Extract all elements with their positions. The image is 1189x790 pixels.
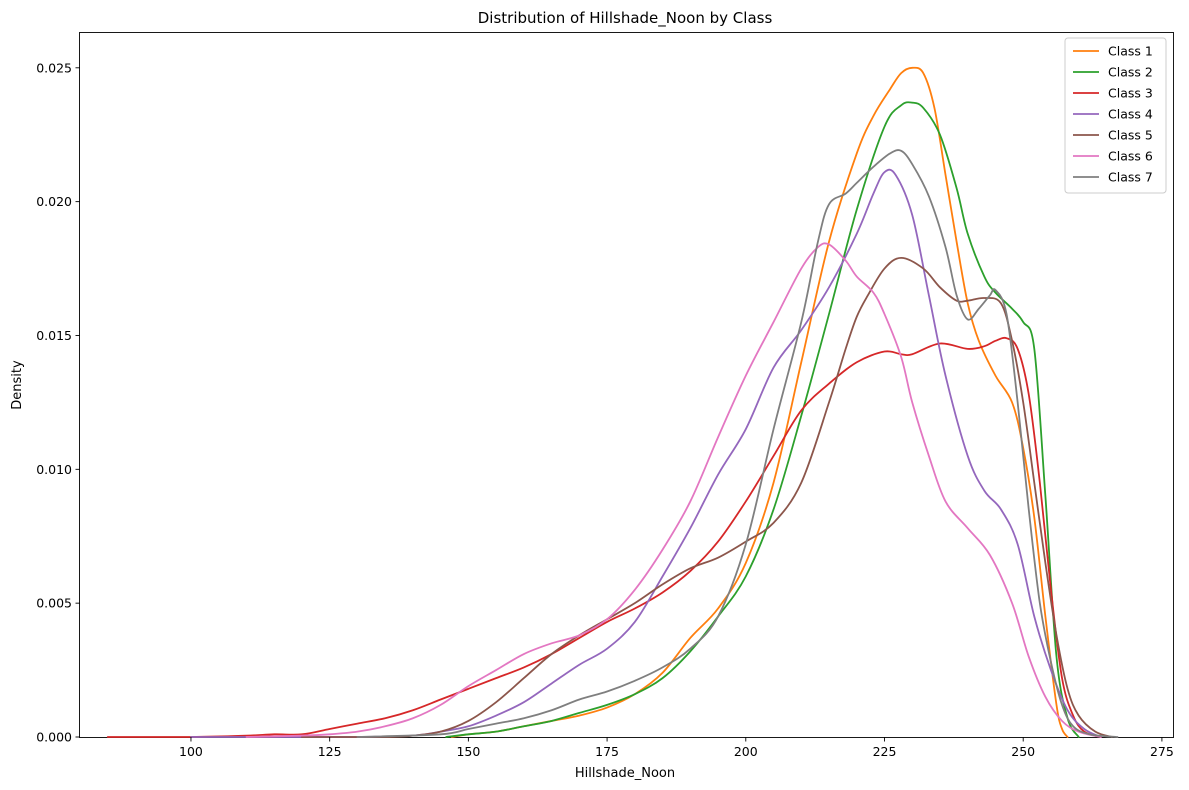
legend-label-class-5: Class 5 [1108,128,1153,143]
x-tick-label: 225 [873,744,897,759]
y-axis-label: Density [10,360,25,410]
x-tick-label: 275 [1150,744,1174,759]
series-line-class-6 [245,242,1102,738]
y-tick-label: 0.005 [36,596,72,611]
legend-label-class-1: Class 1 [1108,44,1153,59]
legend-label-class-4: Class 4 [1108,107,1153,122]
x-tick-label: 100 [179,744,203,759]
plot-frame [79,32,1174,738]
y-tick-label: 0.025 [36,60,72,75]
legend-label-class-2: Class 2 [1108,65,1153,80]
plot-area [79,32,1174,738]
y-tick-label: 0.020 [36,194,72,209]
y-tick-label: 0.015 [36,328,72,343]
x-tick-label: 150 [456,744,480,759]
y-tick-label: 0.010 [36,462,72,477]
y-axis: 0.000 0.005 0.010 0.015 0.020 0.025 [36,60,80,745]
x-axis: 100 125 150 175 200 225 250 275 [179,737,1174,759]
series-line-class-7 [356,149,1119,738]
series-layer [106,66,1119,738]
x-tick-label: 175 [595,744,619,759]
y-tick-label: 0.000 [36,730,72,745]
x-tick-label: 250 [1011,744,1035,759]
x-tick-label: 200 [734,744,758,759]
legend-label-class-6: Class 6 [1108,149,1153,164]
x-tick-label: 125 [318,744,342,759]
legend-label-class-7: Class 7 [1108,170,1153,185]
legend: Class 1 Class 2 Class 3 Class 4 Class 5 Class… [1064,37,1167,194]
series-line-class-3 [106,336,1102,738]
chart-title: Distribution of Hillshade_Noon by Class [478,9,773,28]
series-line-class-4 [190,168,1102,738]
legend-frame [1064,37,1167,194]
legend-label-class-3: Class 3 [1108,86,1153,101]
series-line-class-5 [301,256,1113,738]
x-axis-label: Hillshade_Noon [575,766,675,781]
series-line-class-2 [445,101,1080,738]
